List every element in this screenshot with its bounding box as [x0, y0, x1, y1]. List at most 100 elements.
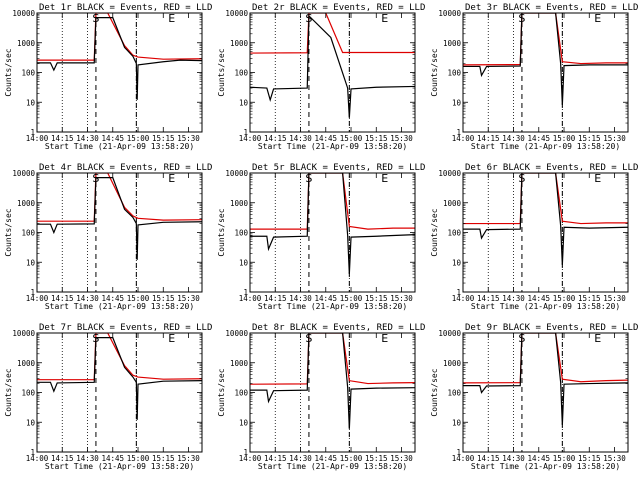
panel-6: 1 10 100 1000 10000 14:00 14:15 14:30 14:45 15:00…: [430, 163, 638, 311]
y-tick-label: 10: [452, 98, 462, 107]
y-tick-label: 10000: [225, 9, 248, 18]
series-line-events: [250, 14, 415, 118]
marker-e: E: [168, 332, 175, 345]
panel-title: Det 7r BLACK = Events, RED = LLD: [39, 323, 212, 333]
plot-frame: [36, 332, 203, 453]
y-tick-label: 1000: [17, 199, 36, 208]
marker-s: S: [518, 332, 525, 345]
y-axis-label: Counts/sec: [430, 208, 439, 256]
series-line-events: [250, 173, 415, 275]
y-tick-label: 1: [30, 288, 35, 297]
y-axis-label: Counts/sec: [217, 368, 226, 416]
y-tick-label: 1: [243, 128, 248, 137]
y-tick-label: 1: [456, 288, 461, 297]
series-line-events: [463, 13, 628, 106]
y-axis-label: Counts/sec: [217, 208, 226, 256]
series-line-lld: [250, 333, 415, 385]
y-axis-label: Counts/sec: [4, 208, 13, 256]
x-tick-label: 14:15: [51, 134, 74, 143]
marker-e: E: [168, 12, 175, 25]
x-tick-label: 14:45: [101, 294, 124, 303]
y-tick-label: 1: [456, 448, 461, 457]
y-tick-label: 1000: [443, 199, 462, 208]
series-line-events: [250, 333, 415, 429]
y-axis-label: Counts/sec: [430, 48, 439, 96]
marker-e: E: [594, 172, 601, 185]
y-tick-label: 100: [447, 229, 461, 238]
x-tick-label: 15:00: [340, 454, 363, 463]
marker-e: E: [594, 332, 601, 345]
plot-frame: [249, 12, 416, 133]
plot-frame: [36, 172, 203, 293]
y-tick-label: 10: [239, 98, 249, 107]
marker-s: S: [305, 12, 312, 25]
x-axis-label: Start Time (21-Apr-09 13:58:20): [258, 302, 407, 311]
y-tick-label: 1000: [443, 39, 462, 48]
x-tick-label: 15:00: [553, 454, 576, 463]
x-tick-label: 15:15: [578, 294, 601, 303]
x-tick-label: 14:30: [289, 454, 312, 463]
x-tick-label: 14:00: [452, 454, 475, 463]
plot-frame: [462, 332, 629, 453]
marker-e: E: [168, 172, 175, 185]
marker-s: S: [518, 172, 525, 185]
x-tick-label: 15:30: [390, 134, 413, 143]
y-tick-label: 10: [26, 258, 36, 267]
panel-9: 1 10 100 1000 10000 14:00 14:15 14:30 14:45 15:00…: [430, 323, 638, 471]
y-tick-label: 10: [239, 418, 249, 427]
x-tick-label: 14:15: [477, 294, 500, 303]
x-tick-label: 15:15: [152, 294, 175, 303]
x-tick-label: 15:00: [340, 134, 363, 143]
panel-title: Det 3r BLACK = Events, RED = LLD: [465, 3, 638, 13]
x-tick-label: 15:00: [553, 294, 576, 303]
y-tick-label: 10: [26, 418, 36, 427]
x-axis-label: Start Time (21-Apr-09 13:58:20): [471, 302, 620, 311]
plot-frame: [462, 12, 629, 133]
panel-title: Det 9r BLACK = Events, RED = LLD: [465, 323, 638, 333]
marker-s: S: [305, 332, 312, 345]
panel-4: 1 10 100 1000 10000 14:00 14:15 14:30 14:45 15:00…: [4, 163, 212, 311]
marker-s: S: [92, 12, 99, 25]
x-tick-label: 15:15: [578, 454, 601, 463]
x-tick-label: 14:30: [76, 454, 99, 463]
y-tick-label: 1000: [230, 199, 249, 208]
x-axis-label: Start Time (21-Apr-09 13:58:20): [258, 462, 407, 471]
panel-title: Det 8r BLACK = Events, RED = LLD: [252, 323, 425, 333]
x-tick-label: 15:15: [365, 454, 388, 463]
x-tick-label: 14:45: [527, 294, 550, 303]
series-line-events: [37, 177, 202, 260]
panel-title: Det 4r BLACK = Events, RED = LLD: [39, 163, 212, 173]
x-tick-label: 14:00: [239, 134, 262, 143]
x-axis-label: Start Time (21-Apr-09 13:58:20): [45, 462, 194, 471]
x-tick-label: 14:45: [101, 134, 124, 143]
x-tick-label: 15:00: [553, 134, 576, 143]
x-tick-label: 14:15: [51, 294, 74, 303]
y-tick-label: 10000: [12, 169, 35, 178]
x-tick-label: 15:15: [578, 134, 601, 143]
x-tick-label: 15:00: [127, 454, 150, 463]
y-tick-label: 100: [447, 69, 461, 78]
x-tick-label: 14:30: [289, 134, 312, 143]
y-axis-label: Counts/sec: [430, 368, 439, 416]
series-line-lld: [463, 333, 628, 384]
y-tick-label: 10000: [225, 169, 248, 178]
series-line-lld: [463, 13, 628, 66]
y-tick-label: 1: [30, 448, 35, 457]
x-tick-label: 14:30: [289, 294, 312, 303]
y-tick-label: 1000: [230, 359, 249, 368]
y-tick-label: 10: [239, 258, 249, 267]
y-tick-label: 100: [21, 229, 35, 238]
series-line-events: [463, 173, 628, 266]
x-tick-label: 14:45: [314, 454, 337, 463]
y-tick-label: 1: [243, 448, 248, 457]
marker-e: E: [594, 12, 601, 25]
y-tick-label: 100: [21, 69, 35, 78]
x-tick-label: 14:45: [101, 454, 124, 463]
series-line-lld: [463, 173, 628, 225]
x-tick-label: 14:00: [452, 134, 475, 143]
panel-7: 1 10 100 1000 10000 14:00 14:15 14:30 14:45 15:00…: [4, 323, 212, 471]
marker-s: S: [518, 12, 525, 25]
plot-frame: [36, 12, 203, 133]
